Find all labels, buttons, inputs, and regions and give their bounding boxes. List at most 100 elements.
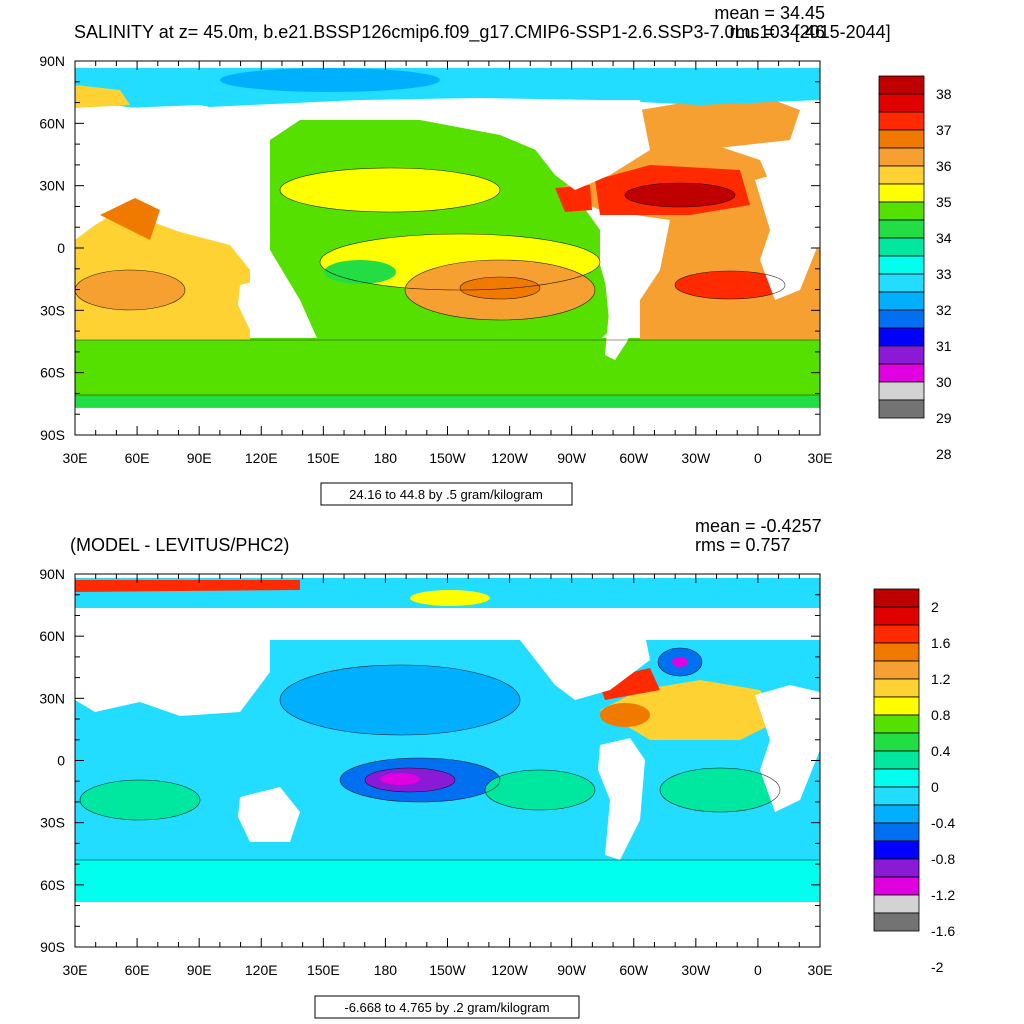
colorbar-label: 2 xyxy=(931,599,939,615)
x-tick-label: 90E xyxy=(187,450,212,466)
colorbar-swatch xyxy=(873,894,920,914)
colorbar-swatch xyxy=(873,840,920,860)
y-tick-label: 90N xyxy=(39,53,65,69)
colorbar-swatch xyxy=(873,858,920,878)
y-tick-label: 90S xyxy=(40,939,65,955)
panel-1-info-box xyxy=(320,482,573,506)
y-tick-label: 90N xyxy=(39,566,65,582)
y-tick-label: 30N xyxy=(39,690,65,706)
colorbar-label: 0.4 xyxy=(931,743,951,759)
australia-land xyxy=(238,275,300,330)
y-tick-label: 60N xyxy=(39,628,65,644)
colorbar-swatch xyxy=(873,660,920,680)
panel-1-contour-info: 24.16 to 44.8 by .5 gram/kilogram xyxy=(349,487,543,502)
panel-1-colorbar: 38 37 36 35 34 33 32 31 30 29 28 xyxy=(878,75,952,462)
panel-1-rms: rms = 34.46 xyxy=(729,22,825,42)
colorbar-swatch xyxy=(878,309,925,329)
colorbar-swatch xyxy=(878,75,925,95)
colorbar-swatch xyxy=(878,183,925,203)
colorbar-swatch xyxy=(878,255,925,275)
x-tick-label: 90E xyxy=(187,962,212,978)
y-tick-label: 30S xyxy=(40,302,65,318)
panel-2-colorbar: 2 1.6 1.2 0.8 0.4 0 -0.4 -0.8 -1.2 -1.6 -2 xyxy=(873,588,955,975)
south-america-land xyxy=(600,222,640,360)
x-tick-label: 180 xyxy=(374,450,398,466)
colorbar-swatch xyxy=(873,750,920,770)
colorbar-swatch xyxy=(873,642,920,662)
colorbar-swatch xyxy=(878,273,925,293)
panel-2-info-box xyxy=(314,995,580,1019)
x-tick-label: 30E xyxy=(808,962,833,978)
x-tick-label: 90W xyxy=(557,450,587,466)
eurasia-land xyxy=(75,105,270,205)
y-tick-label: 60N xyxy=(39,115,65,131)
panel-1-mean: mean = 34.45 xyxy=(714,3,825,23)
panel-1-axes: 30E 60E 90E 120E 150E 180 150W 120W 90W 60W 30W 0 30… xyxy=(39,53,832,466)
x-tick-label: 120E xyxy=(245,450,278,466)
x-tick-label: 90W xyxy=(557,962,587,978)
colorbar-swatch xyxy=(878,363,925,383)
colorbar-swatch xyxy=(873,768,920,788)
colorbar-swatch xyxy=(878,93,925,113)
colorbar-swatch xyxy=(878,399,925,419)
panel-2-title: (MODEL - LEVITUS/PHC2) xyxy=(70,535,289,555)
colorbar-swatch xyxy=(878,345,925,365)
x-tick-label: 0 xyxy=(754,962,762,978)
colorbar-swatch xyxy=(873,786,920,806)
panel-1-title: SALINITY at z= 45.0m, b.e21.BSSP126cmip6… xyxy=(74,22,891,43)
x-tick-label: 30W xyxy=(681,450,711,466)
x-tick-label: 30E xyxy=(808,450,833,466)
panel-2-rms: rms = 0.757 xyxy=(695,535,791,555)
colorbar-label: 36 xyxy=(936,158,952,174)
panel-2-axes: 30E 60E 90E 120E 150E 180 150W 120W 90W 60W 30W 0 30… xyxy=(39,566,832,978)
colorbar-swatch xyxy=(873,678,920,698)
x-tick-label: 60W xyxy=(619,962,649,978)
x-tick-label: 120W xyxy=(491,962,528,978)
colorbar-swatch xyxy=(873,624,920,644)
x-tick-label: 150E xyxy=(307,450,340,466)
colorbar-label: 37 xyxy=(936,122,952,138)
colorbar-label: -2 xyxy=(931,959,944,975)
panel-2-map xyxy=(75,574,820,947)
colorbar-swatch xyxy=(873,732,920,752)
colorbar-swatch xyxy=(878,291,925,311)
colorbar-label: -1.2 xyxy=(931,887,955,903)
x-tick-label: 150E xyxy=(307,962,340,978)
colorbar-swatch xyxy=(873,714,920,734)
colorbar-swatch xyxy=(873,696,920,716)
x-tick-label: 150W xyxy=(429,962,466,978)
colorbar-swatch xyxy=(878,129,925,149)
colorbar-swatch xyxy=(873,876,920,896)
colorbar-label: 1.6 xyxy=(931,635,951,651)
x-tick-label: 150W xyxy=(429,450,466,466)
colorbar-label: 28 xyxy=(936,446,952,462)
panel-2-contour-info: -6.668 to 4.765 by .2 gram/kilogram xyxy=(344,1000,549,1015)
colorbar-label: 29 xyxy=(936,410,952,426)
colorbar-label: 35 xyxy=(936,194,952,210)
y-tick-label: 0 xyxy=(57,753,65,769)
colorbar-label: 0 xyxy=(931,779,939,795)
colorbar-swatch xyxy=(878,165,925,185)
x-tick-label: 30W xyxy=(681,962,711,978)
x-tick-label: 60W xyxy=(619,450,649,466)
north-america-land xyxy=(500,100,650,190)
colorbar-label: 31 xyxy=(936,338,952,354)
colorbar-swatch xyxy=(878,147,925,167)
colorbar-swatch xyxy=(873,606,920,626)
x-tick-label: 30E xyxy=(63,962,88,978)
colorbar-label: 0.8 xyxy=(931,707,951,723)
colorbar-swatch xyxy=(878,237,925,257)
x-tick-label: 30E xyxy=(63,450,88,466)
x-tick-label: 60E xyxy=(125,962,150,978)
y-tick-label: 60S xyxy=(40,877,65,893)
colorbar-label: 1.2 xyxy=(931,671,951,687)
y-tick-label: 0 xyxy=(57,240,65,256)
colorbar-label: 33 xyxy=(936,266,952,282)
colorbar-label: 38 xyxy=(936,86,952,102)
colorbar-swatch xyxy=(873,588,920,608)
y-tick-label: 60S xyxy=(40,365,65,381)
y-tick-label: 90S xyxy=(40,427,65,443)
colorbar-swatch xyxy=(878,201,925,221)
colorbar-label: 30 xyxy=(936,374,952,390)
